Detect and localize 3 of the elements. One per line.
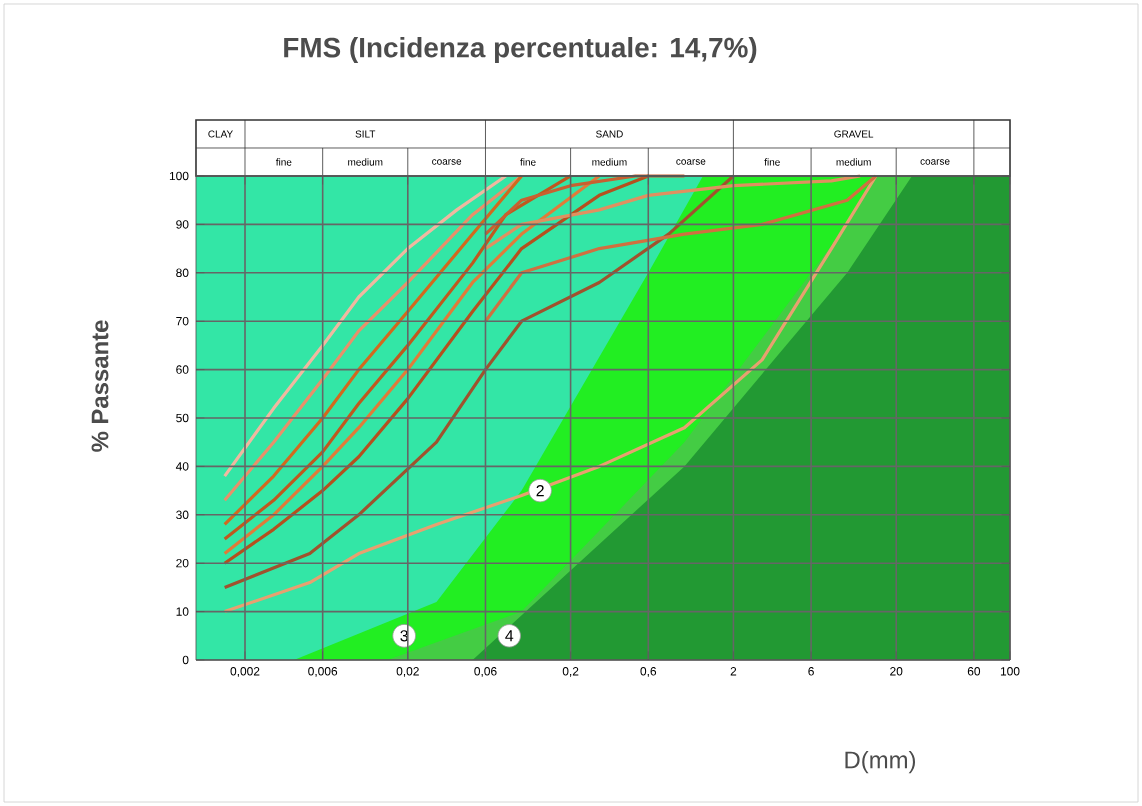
x-axis-title: D(mm) (845, 750, 916, 774)
chart-title: FMS (Incidenza percentuale: 14,7%) (284, 36, 757, 63)
y-axis-title: % Passante (91, 320, 109, 452)
